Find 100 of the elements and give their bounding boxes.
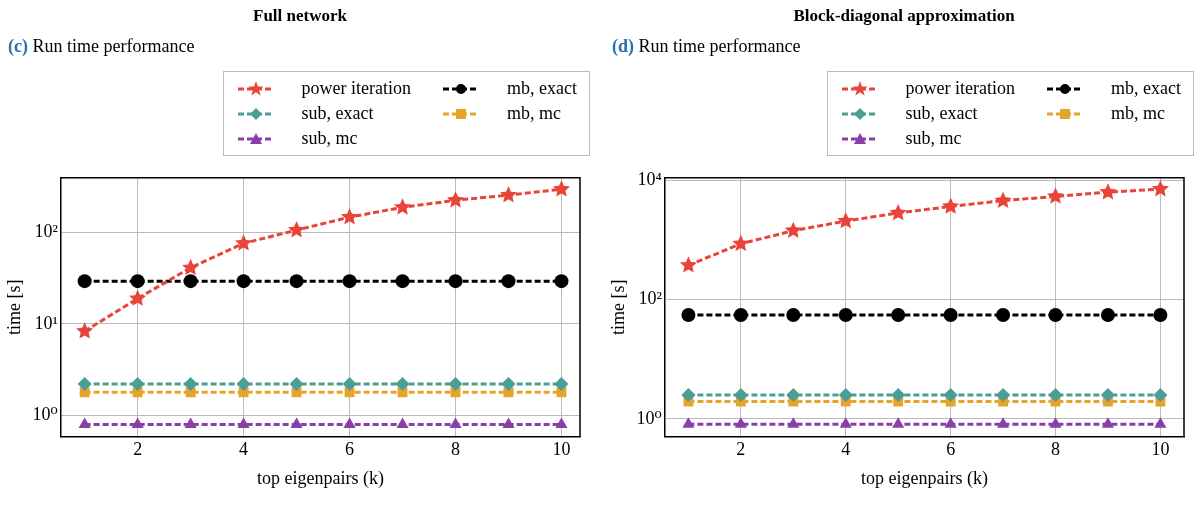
- point: [839, 417, 852, 428]
- legend-label: power iteration: [905, 78, 1016, 99]
- point: [395, 274, 410, 289]
- point: [77, 376, 92, 391]
- point: [787, 417, 800, 428]
- point: [679, 256, 697, 273]
- y-tick-label: 10²: [638, 288, 662, 309]
- point: [130, 376, 145, 391]
- point: [340, 208, 359, 225]
- legend-label: sub, exact: [301, 103, 374, 124]
- point: [76, 322, 94, 339]
- point: [942, 197, 960, 214]
- point: [838, 308, 853, 323]
- point: [554, 274, 569, 289]
- point: [77, 274, 92, 289]
- legend-label: sub, mc: [301, 128, 358, 149]
- point: [184, 417, 197, 429]
- chart-title: Full network: [252, 6, 348, 26]
- point: [1048, 388, 1063, 403]
- y-axis-title: time [s]: [607, 279, 628, 336]
- point: [448, 274, 463, 289]
- x-axis-title: top eigenpairs (k): [860, 467, 988, 489]
- point: [237, 417, 250, 429]
- point: [891, 308, 906, 323]
- x-tick-label: 2: [736, 439, 746, 460]
- point: [733, 308, 748, 323]
- point: [996, 308, 1011, 323]
- point: [943, 388, 958, 403]
- y-tick-label: 10⁴: [637, 169, 662, 189]
- point: [342, 376, 357, 391]
- legend-label: mb, mc: [507, 103, 562, 124]
- point: [996, 388, 1011, 403]
- point: [786, 308, 801, 323]
- legend-label: sub, exact: [905, 103, 978, 124]
- y-tick-label: 10⁰: [32, 403, 58, 424]
- x-tick-label: 4: [841, 439, 851, 460]
- point: [396, 417, 409, 429]
- point: [1049, 417, 1062, 428]
- point: [1153, 308, 1168, 323]
- point: [289, 274, 304, 289]
- y-tick-label: 10²: [34, 221, 58, 242]
- point: [891, 388, 906, 403]
- point: [1154, 417, 1167, 428]
- point: [393, 198, 412, 215]
- point: [290, 417, 303, 429]
- point: [681, 388, 696, 403]
- point: [449, 417, 462, 429]
- x-tick-label: 10: [552, 439, 571, 460]
- x-tick-label: 4: [239, 439, 249, 460]
- point: [681, 308, 696, 323]
- point: [784, 221, 802, 238]
- point: [395, 376, 410, 391]
- point: [994, 191, 1012, 208]
- point: [732, 234, 750, 252]
- chart-subtitle: (c) Run time performance: [8, 36, 196, 57]
- legend-label: mb, exact: [1111, 78, 1181, 99]
- point: [1101, 417, 1115, 428]
- point: [1048, 308, 1063, 323]
- x-tick-label: 2: [133, 439, 143, 460]
- x-tick-label: 6: [946, 439, 956, 460]
- point: [943, 308, 958, 323]
- point: [131, 417, 144, 429]
- point: [183, 376, 198, 391]
- point: [130, 274, 145, 289]
- y-tick-label: 10⁰: [636, 407, 662, 428]
- x-tick-label: 8: [1051, 439, 1061, 460]
- point: [682, 417, 695, 428]
- point: [502, 417, 515, 429]
- point: [501, 376, 516, 391]
- point: [1099, 183, 1117, 200]
- point: [1100, 308, 1115, 323]
- point: [129, 289, 147, 306]
- y-axis-title: time [s]: [3, 279, 24, 336]
- point: [889, 203, 907, 221]
- point: [837, 212, 855, 229]
- point: [786, 388, 801, 403]
- legend-label: mb, exact: [507, 78, 577, 99]
- point: [555, 417, 568, 429]
- point: [1153, 388, 1168, 403]
- chart-title: Block-diagonal approximation: [792, 6, 1016, 26]
- x-axis-title: top eigenpairs (k): [256, 467, 384, 489]
- point: [236, 274, 251, 289]
- x-tick-label: 8: [451, 439, 460, 460]
- point: [235, 234, 253, 251]
- legend-label: power iteration: [301, 78, 412, 99]
- point: [183, 274, 198, 289]
- legend-label: mb, mc: [1111, 103, 1166, 124]
- point: [78, 417, 91, 429]
- point: [446, 191, 465, 208]
- point: [501, 274, 516, 289]
- point: [733, 388, 748, 403]
- point: [997, 417, 1010, 428]
- x-tick-label: 10: [1151, 439, 1170, 460]
- point: [499, 186, 518, 203]
- point: [838, 388, 853, 403]
- chart-subtitle: (d) Run time performance: [612, 36, 802, 57]
- y-tick-label: 10¹: [34, 312, 58, 333]
- point: [342, 274, 357, 289]
- x-tick-label: 6: [345, 439, 355, 460]
- point: [554, 376, 569, 391]
